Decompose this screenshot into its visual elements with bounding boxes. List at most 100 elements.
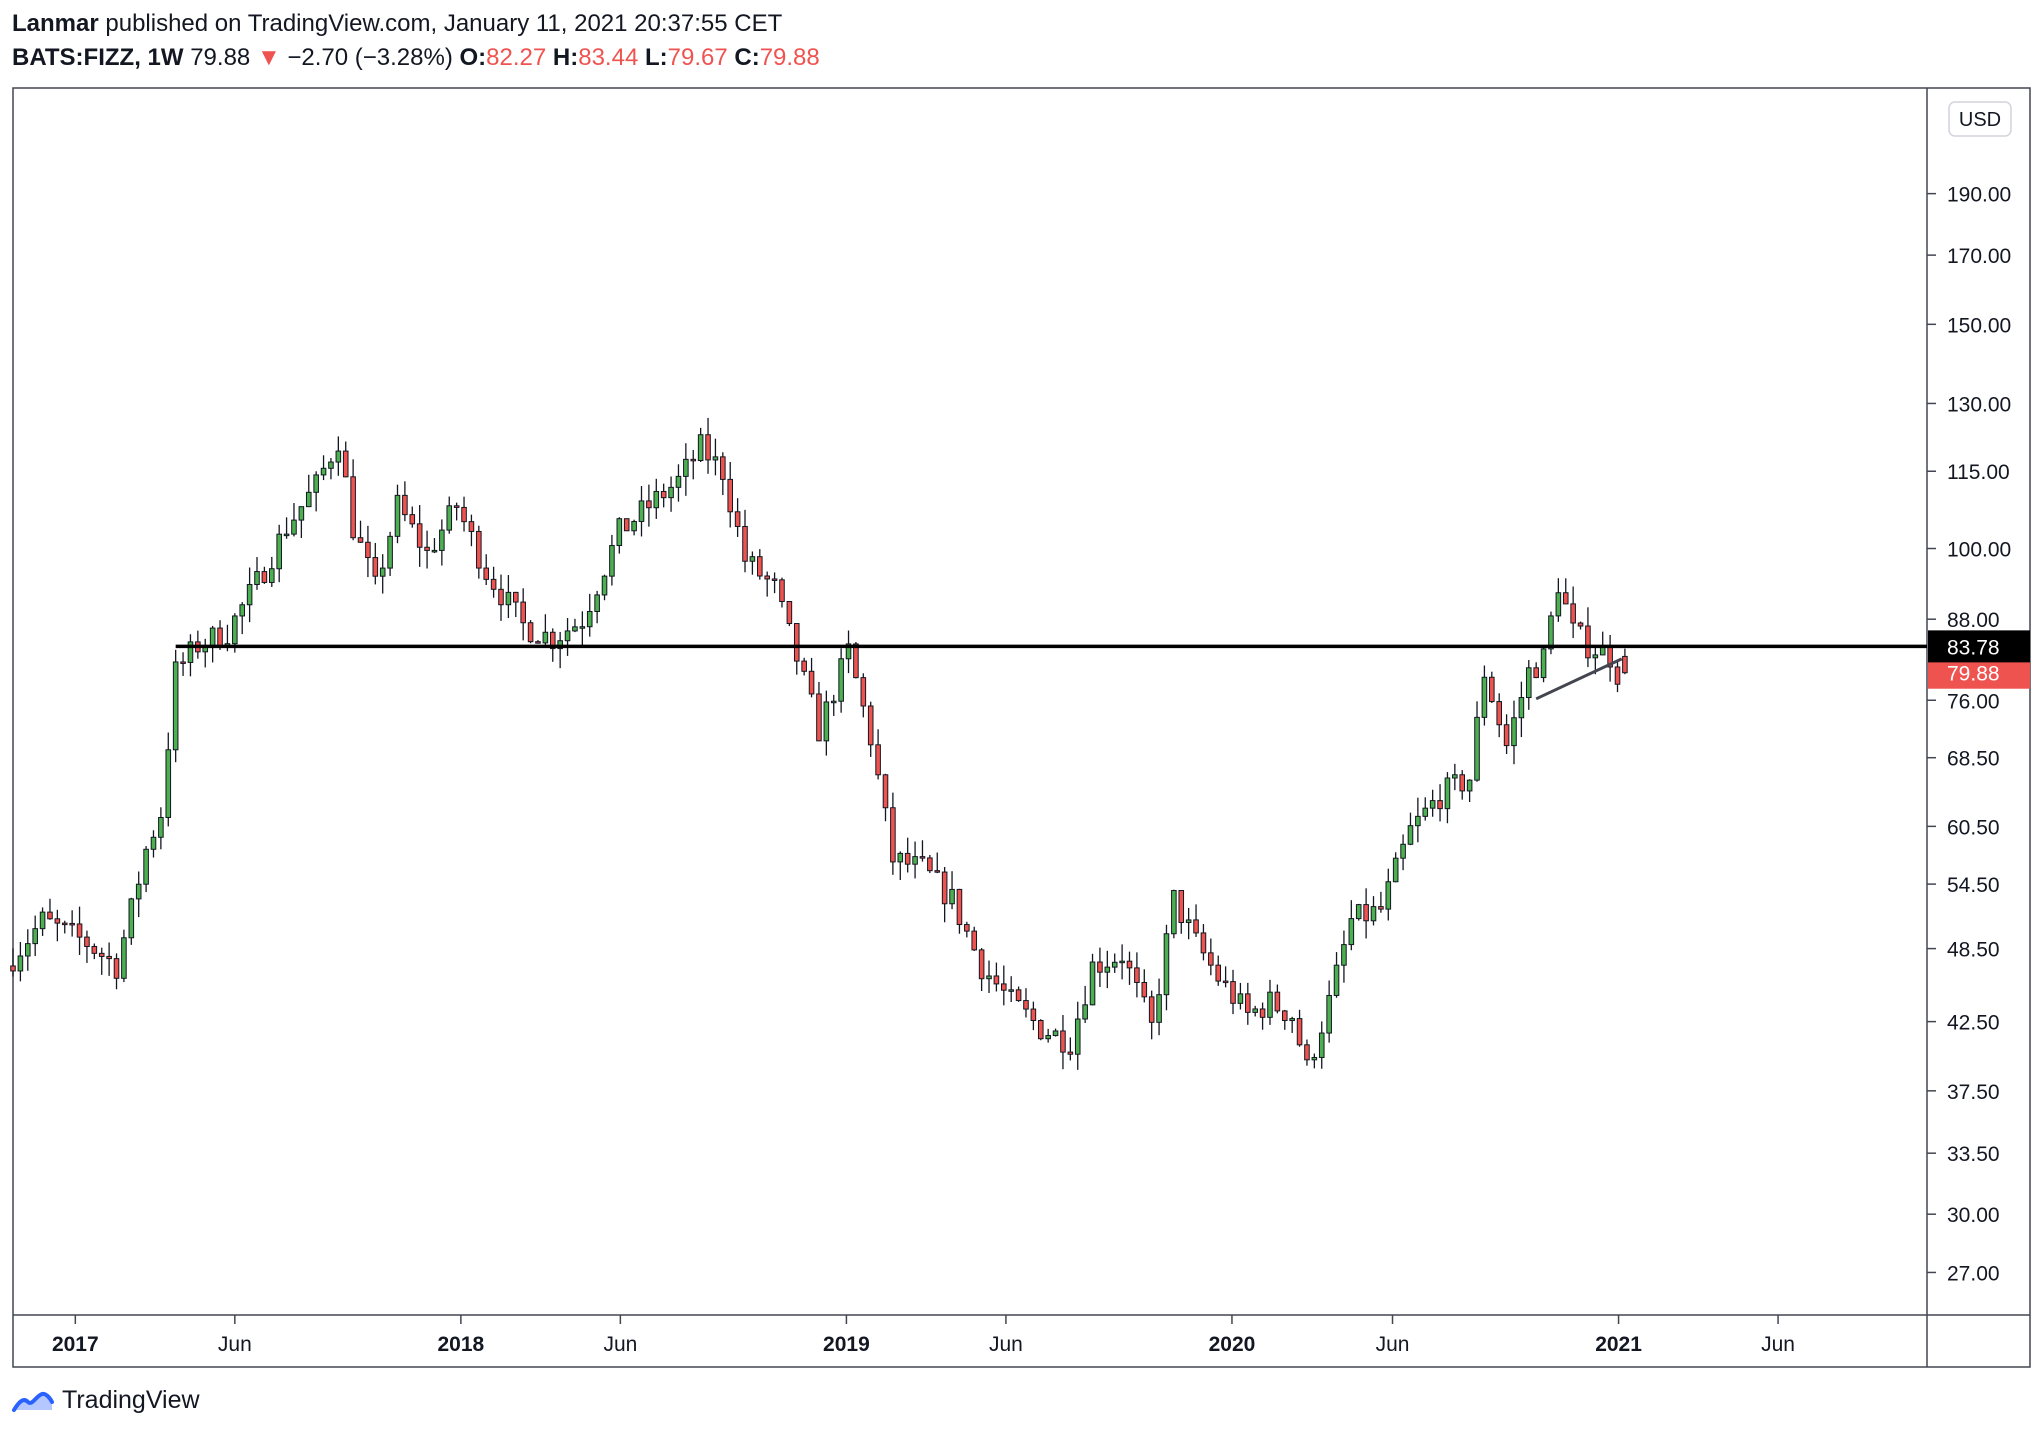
candle-body xyxy=(1592,654,1599,659)
price-change: −2.70 (−3.28%) xyxy=(287,44,453,71)
candle xyxy=(535,640,541,644)
candle-body xyxy=(875,744,881,776)
candle xyxy=(261,566,268,584)
candle-body xyxy=(757,556,763,577)
candle-body xyxy=(860,677,867,707)
x-tick-label: 2017 xyxy=(52,1333,99,1356)
candle-body xyxy=(1215,964,1222,982)
y-tick-label: 150.00 xyxy=(1947,314,2011,337)
candle-body xyxy=(830,700,837,704)
candle xyxy=(143,846,149,893)
level-price-tag: 83.78 xyxy=(1928,630,2030,663)
candle xyxy=(32,915,38,957)
candle-body xyxy=(1378,906,1384,910)
candle-body xyxy=(1525,667,1532,699)
candle xyxy=(350,459,356,541)
candle xyxy=(387,531,393,576)
candle xyxy=(10,948,16,977)
candle xyxy=(720,452,726,496)
candle xyxy=(476,525,482,579)
level-price-box xyxy=(1928,630,2030,663)
candle xyxy=(830,694,837,716)
candle-body xyxy=(24,943,31,957)
candle xyxy=(1163,924,1170,1011)
candle xyxy=(638,486,645,537)
candle xyxy=(986,960,992,993)
candle xyxy=(697,427,704,463)
candle xyxy=(439,519,445,566)
candle xyxy=(1466,779,1473,803)
open-label: O: xyxy=(459,44,487,71)
publish-line: Lanmar published on TradingView.com, Jan… xyxy=(12,8,820,40)
candle xyxy=(1555,578,1562,622)
tradingview-brand[interactable]: TradingView xyxy=(62,1386,200,1414)
candle-body xyxy=(542,631,549,644)
candle-body xyxy=(520,601,526,624)
candle xyxy=(646,484,652,527)
candle xyxy=(335,436,342,476)
candle-body xyxy=(919,856,926,859)
candle xyxy=(1614,661,1621,693)
candle-body xyxy=(1333,964,1340,996)
candle-body xyxy=(254,571,260,585)
candle-body xyxy=(172,661,179,751)
candle-body xyxy=(535,641,541,644)
close-value: 79.88 xyxy=(759,44,820,71)
candle-body xyxy=(1400,843,1406,859)
candle-body xyxy=(904,852,911,865)
candle xyxy=(779,577,785,608)
candle-body xyxy=(328,461,334,469)
candle xyxy=(882,773,889,822)
candle-body xyxy=(927,857,933,872)
candle xyxy=(609,534,615,586)
candle xyxy=(254,557,260,590)
candle-body xyxy=(971,930,978,951)
candle xyxy=(61,920,68,934)
candle xyxy=(823,690,830,756)
x-tick-label: Jun xyxy=(989,1333,1023,1356)
y-tick-label: 68.50 xyxy=(1947,748,2000,771)
candle-body xyxy=(897,852,904,863)
candle xyxy=(941,867,948,923)
candle xyxy=(1437,784,1443,822)
candle-body xyxy=(246,583,253,606)
candle xyxy=(1200,924,1207,961)
candle-body xyxy=(712,456,719,461)
candle xyxy=(172,649,179,763)
candle-body xyxy=(1429,800,1436,809)
candle-body xyxy=(39,911,46,930)
candle xyxy=(1622,648,1628,675)
candle xyxy=(860,673,867,718)
down-triangle-icon: ▼ xyxy=(256,44,281,71)
candle-body xyxy=(1111,961,1118,968)
y-tick-label: 30.00 xyxy=(1947,1204,2000,1227)
candle-body xyxy=(1341,944,1347,966)
y-tick-label: 54.50 xyxy=(1947,874,2000,897)
candle-body xyxy=(143,848,149,885)
candle xyxy=(1067,1037,1074,1061)
y-tick-label: 115.00 xyxy=(1947,461,2010,484)
candle xyxy=(268,556,275,587)
y-tick-label: 76.00 xyxy=(1947,690,2000,713)
candle-body xyxy=(387,535,393,569)
y-axis: 190.00 170.00 150.00 130.00 115.00 100.00 88.0… xyxy=(1927,184,2011,1285)
candle-body xyxy=(882,774,889,809)
candle xyxy=(764,571,770,597)
candle-body xyxy=(1518,697,1525,719)
candle xyxy=(964,921,970,938)
candle-body xyxy=(335,450,342,463)
candle xyxy=(1385,868,1392,921)
candle xyxy=(372,542,379,585)
candle xyxy=(816,681,822,742)
candle-body xyxy=(793,623,800,662)
candle xyxy=(1577,621,1584,630)
author-name[interactable]: Lanmar xyxy=(12,10,99,37)
candle-body xyxy=(232,615,238,645)
candle xyxy=(17,942,24,982)
candle-body xyxy=(1363,904,1369,922)
footer: TradingView xyxy=(12,1386,200,1415)
candle-body xyxy=(187,641,194,663)
candle-body xyxy=(816,693,822,742)
candle xyxy=(1533,662,1539,679)
